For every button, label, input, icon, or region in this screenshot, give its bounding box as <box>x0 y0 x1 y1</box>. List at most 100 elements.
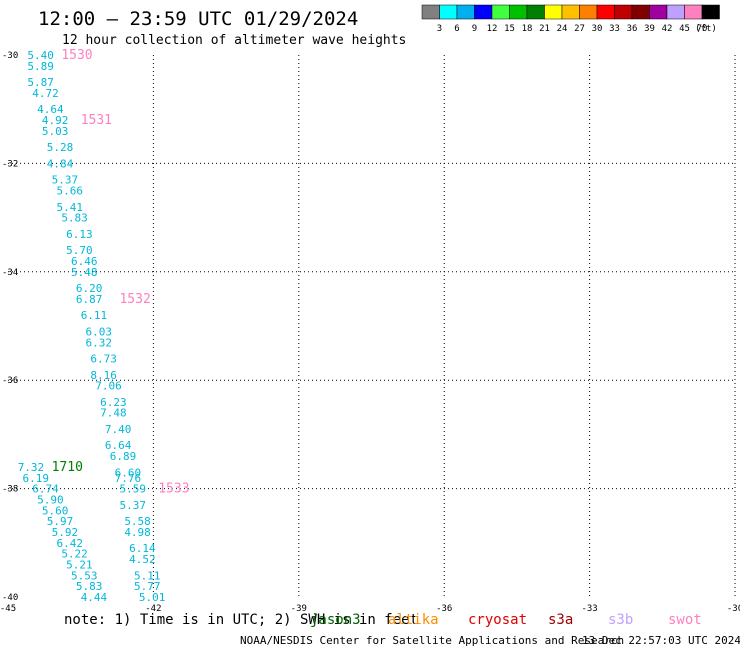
swh-value-label: 5.37 <box>52 174 78 187</box>
swh-value-label: 6.46 <box>71 255 98 268</box>
swh-value-label: 5.53 <box>71 569 98 582</box>
swh-value-label: 6.73 <box>90 353 117 366</box>
y-tick-label: -34 <box>2 268 18 278</box>
track-id-label: 1533 <box>158 482 189 497</box>
colorbar-swatch <box>666 4 685 20</box>
legend-altika: altika <box>388 612 439 628</box>
swh-value-label: 6.23 <box>100 396 127 409</box>
colorbar-swatch <box>596 4 615 20</box>
colorbar-tick-label: 42 <box>662 24 673 34</box>
swh-value-label: 5.48 <box>71 266 98 279</box>
swh-value-label: 4.72 <box>32 87 59 100</box>
colorbar-tick-label: 18 <box>522 24 533 34</box>
colorbar-tick-label: 3 <box>437 24 442 34</box>
credit-text: NOAA/NESDIS Center for Satellite Applica… <box>240 634 625 647</box>
x-tick-label: -33 <box>581 604 597 614</box>
colorbar-swatch <box>456 4 475 20</box>
swh-value-label: 5.21 <box>66 558 93 571</box>
swh-value-label: 7.48 <box>100 407 127 420</box>
swh-value-label: 4.64 <box>37 103 64 116</box>
legend-cryosat: cryosat <box>468 612 528 628</box>
y-tick-label: -36 <box>2 376 18 386</box>
colorbar-swatch <box>474 4 493 20</box>
swh-value-label: 5.28 <box>47 141 73 154</box>
colorbar-tick-label: 21 <box>539 24 550 34</box>
swh-value-label: 5.41 <box>56 201 83 214</box>
y-tick-label: -38 <box>2 485 18 495</box>
track-id-label: 1530 <box>61 48 92 63</box>
chart-subtitle: 12 hour collection of altimeter wave hei… <box>62 33 407 48</box>
swh-value-label: 6.13 <box>66 228 93 241</box>
colorbar-tick-label: 45 <box>679 24 690 34</box>
colorbar-tick-label: 36 <box>627 24 638 34</box>
legend-swot: swot <box>668 612 702 628</box>
legend-s3a: s3a <box>548 612 574 628</box>
colorbar-tick-label: 30 <box>592 24 603 34</box>
track-id-label: 1532 <box>119 292 150 307</box>
colorbar-swatch <box>631 4 650 20</box>
swh-value-label: 5.66 <box>56 185 83 198</box>
colorbar-swatch <box>684 4 703 20</box>
swh-value-label: 6.03 <box>86 325 113 338</box>
swh-value-label: 4.98 <box>124 526 151 539</box>
y-tick-label: -40 <box>2 593 18 603</box>
colorbar-tick-label: 9 <box>472 24 477 34</box>
colorbar-tick-label: 33 <box>609 24 620 34</box>
swh-value-label: 6.89 <box>110 450 137 463</box>
x-tick-label: -36 <box>436 604 452 614</box>
colorbar-swatch <box>701 4 720 20</box>
colorbar-tick-label: 27 <box>574 24 585 34</box>
swh-value-label: 5.59 <box>119 483 145 496</box>
swh-value-label: 5.87 <box>27 76 53 89</box>
colorbar-tick-label: 39 <box>644 24 655 34</box>
colorbar-tick-label: 6 <box>454 24 459 34</box>
swh-value-label: 7.40 <box>105 423 132 436</box>
swh-value-label: 6.19 <box>23 472 50 485</box>
swh-value-label: 4.44 <box>81 591 108 604</box>
colorbar-unit: (ft) <box>695 24 717 34</box>
y-tick-label: -30 <box>2 51 18 61</box>
colorbar-tick-label: 12 <box>487 24 498 34</box>
swh-value-label: 5.01 <box>139 591 166 604</box>
colorbar-swatch <box>421 4 440 20</box>
colorbar-swatch <box>526 4 545 20</box>
x-tick-label: -30 <box>727 604 740 614</box>
swh-value-label: 5.11 <box>134 569 161 582</box>
swh-value-label: 5.89 <box>27 60 53 73</box>
x-tick-label: -45 <box>0 604 16 614</box>
swh-value-label: 5.90 <box>37 493 64 506</box>
swh-value-label: 6.74 <box>32 483 59 496</box>
colorbar-tick-label: 70 <box>697 24 708 34</box>
swh-value-label: 5.92 <box>52 526 78 539</box>
x-tick-label: -42 <box>145 604 161 614</box>
colorbar-tick-label: 15 <box>504 24 515 34</box>
swh-value-label: 5.83 <box>76 580 103 593</box>
swh-value-label: 7.32 <box>18 461 45 474</box>
swh-value-label: 6.11 <box>81 309 108 322</box>
swh-value-label: 5.37 <box>119 499 145 512</box>
colorbar-swatch <box>614 4 633 20</box>
swh-value-label: 5.58 <box>124 515 151 528</box>
colorbar-swatch <box>561 4 580 20</box>
swh-value-label: 4.92 <box>42 114 69 127</box>
track-id-label: 1531 <box>81 113 112 128</box>
swh-value-label: 6.87 <box>76 293 103 306</box>
chart-title: 12:00 — 23:59 UTC 01/29/2024 <box>38 8 359 30</box>
colorbar-swatch <box>579 4 598 20</box>
colorbar-tick-label: 24 <box>557 24 568 34</box>
colorbar-swatch <box>544 4 563 20</box>
swh-value-label: 8.16 <box>90 369 117 382</box>
track-id-label: 1710 <box>52 460 83 475</box>
swh-value-label: 5.40 <box>27 49 53 62</box>
colorbar-swatch <box>491 4 510 20</box>
swh-value-label: 5.97 <box>47 515 73 528</box>
colorbar-swatch <box>649 4 668 20</box>
swh-value-label: 4.52 <box>129 553 156 566</box>
swh-value-label: 5.22 <box>61 548 88 561</box>
colorbar-swatch <box>439 4 458 20</box>
swh-value-label: 6.42 <box>56 537 83 550</box>
legend-jason3: jason3 <box>310 612 361 628</box>
x-tick-label: -39 <box>291 604 307 614</box>
